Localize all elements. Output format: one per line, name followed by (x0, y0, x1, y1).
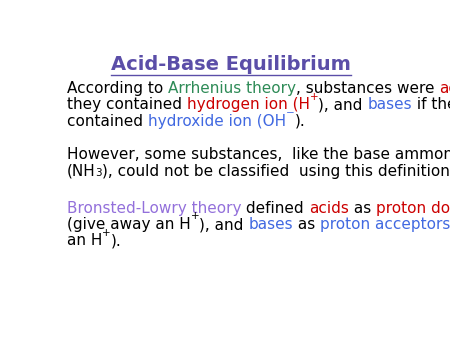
Text: acids: acids (309, 201, 349, 216)
Text: acids: acids (439, 81, 450, 96)
Text: +: + (102, 228, 111, 238)
Text: they contained: they contained (67, 97, 187, 112)
Text: Bronsted-Lowry theory: Bronsted-Lowry theory (67, 201, 241, 216)
Text: (give away an H: (give away an H (67, 217, 190, 232)
Text: bases: bases (248, 217, 293, 232)
Text: as: as (293, 217, 320, 232)
Text: ), and: ), and (199, 217, 248, 232)
Text: , substances were: , substances were (296, 81, 439, 96)
Text: an H: an H (67, 234, 102, 248)
Text: +: + (190, 211, 199, 221)
Text: ).: ). (294, 114, 305, 129)
Text: proton acceptors: proton acceptors (320, 217, 450, 232)
Text: ), and: ), and (318, 97, 368, 112)
Text: According to: According to (67, 81, 168, 96)
Text: −: − (286, 108, 294, 118)
Text: ).: ). (111, 234, 122, 248)
Text: Arrhenius theory: Arrhenius theory (168, 81, 296, 96)
Text: contained: contained (67, 114, 148, 129)
Text: if they: if they (412, 97, 450, 112)
Text: 3: 3 (95, 168, 102, 178)
Text: bases: bases (368, 97, 412, 112)
Text: hydroxide ion (OH: hydroxide ion (OH (148, 114, 286, 129)
Text: +: + (310, 92, 318, 102)
Text: defined: defined (241, 201, 309, 216)
Text: as: as (349, 201, 376, 216)
Text: However, some substances,  like the base ammonia: However, some substances, like the base … (67, 147, 450, 162)
Text: (NH: (NH (67, 164, 95, 179)
Text: proton donors: proton donors (376, 201, 450, 216)
Text: hydrogen ion (H: hydrogen ion (H (187, 97, 310, 112)
Text: ), could not be classified  using this definition.: ), could not be classified using this de… (102, 164, 450, 179)
Text: Acid-Base Equilibrium: Acid-Base Equilibrium (111, 55, 351, 74)
